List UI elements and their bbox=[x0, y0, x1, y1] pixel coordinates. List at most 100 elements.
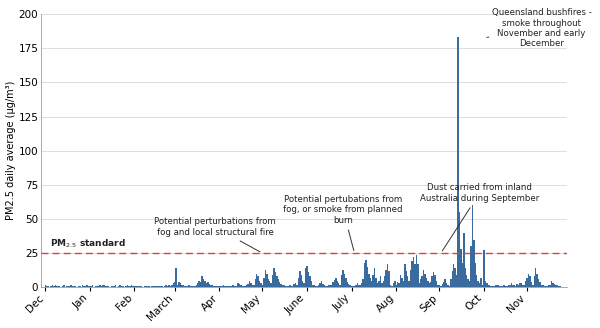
Bar bbox=[416, 255, 417, 287]
Bar bbox=[464, 268, 466, 287]
Bar bbox=[410, 270, 412, 287]
Bar bbox=[481, 278, 482, 287]
Bar bbox=[433, 272, 434, 287]
Bar bbox=[426, 278, 427, 287]
Bar bbox=[521, 283, 522, 287]
Bar bbox=[398, 283, 400, 287]
Bar bbox=[268, 279, 269, 287]
Bar bbox=[250, 283, 251, 287]
Bar bbox=[548, 285, 550, 287]
Y-axis label: PM2.5 daily average (μg/m³): PM2.5 daily average (μg/m³) bbox=[5, 81, 16, 220]
Bar bbox=[190, 286, 191, 287]
Bar bbox=[453, 264, 454, 287]
Bar bbox=[497, 285, 499, 287]
Text: PM$_{2.5}$ standard: PM$_{2.5}$ standard bbox=[50, 237, 125, 250]
Bar bbox=[83, 286, 85, 287]
Bar bbox=[314, 285, 315, 287]
Bar bbox=[220, 286, 221, 287]
Bar bbox=[381, 283, 383, 287]
Bar bbox=[251, 285, 253, 287]
Bar bbox=[384, 277, 385, 287]
Bar bbox=[194, 286, 196, 287]
Bar bbox=[280, 284, 282, 287]
Bar bbox=[401, 278, 403, 287]
Bar bbox=[440, 286, 442, 287]
Bar bbox=[260, 283, 262, 287]
Bar bbox=[361, 283, 362, 287]
Bar bbox=[395, 285, 397, 287]
Bar bbox=[423, 270, 424, 287]
Bar bbox=[541, 285, 542, 287]
Bar bbox=[217, 286, 218, 287]
Bar bbox=[158, 286, 160, 287]
Bar bbox=[552, 283, 554, 287]
Bar bbox=[53, 286, 55, 287]
Bar bbox=[104, 285, 105, 287]
Bar bbox=[323, 285, 325, 287]
Bar bbox=[367, 267, 368, 287]
Bar bbox=[202, 277, 203, 287]
Bar bbox=[111, 286, 112, 287]
Bar bbox=[238, 283, 239, 287]
Bar bbox=[79, 286, 80, 287]
Bar bbox=[263, 278, 265, 287]
Bar bbox=[187, 286, 188, 287]
Bar bbox=[490, 286, 492, 287]
Bar bbox=[502, 286, 503, 287]
Bar bbox=[557, 285, 558, 287]
Bar bbox=[62, 286, 63, 287]
Bar bbox=[145, 286, 146, 287]
Bar bbox=[532, 285, 533, 287]
Bar bbox=[272, 275, 273, 287]
Bar bbox=[312, 285, 314, 287]
Bar bbox=[175, 268, 177, 287]
Bar bbox=[55, 285, 56, 287]
Bar bbox=[305, 268, 307, 287]
Bar bbox=[46, 286, 47, 287]
Bar bbox=[161, 286, 163, 287]
Bar bbox=[503, 285, 505, 287]
Bar bbox=[141, 286, 142, 287]
Bar bbox=[347, 282, 348, 287]
Bar bbox=[122, 286, 124, 287]
Bar bbox=[489, 285, 490, 287]
Bar bbox=[370, 278, 371, 287]
Bar bbox=[337, 280, 338, 287]
Bar bbox=[488, 285, 489, 287]
Bar bbox=[436, 280, 437, 287]
Bar bbox=[308, 272, 309, 287]
Bar bbox=[240, 285, 242, 287]
Bar bbox=[454, 268, 456, 287]
Bar bbox=[406, 271, 407, 287]
Bar bbox=[525, 280, 526, 287]
Bar bbox=[211, 285, 213, 287]
Bar bbox=[299, 271, 301, 287]
Bar bbox=[539, 282, 541, 287]
Bar bbox=[331, 285, 332, 287]
Bar bbox=[472, 205, 473, 287]
Bar bbox=[385, 270, 387, 287]
Bar bbox=[342, 270, 344, 287]
Bar bbox=[253, 285, 254, 287]
Bar bbox=[108, 286, 109, 287]
Bar bbox=[230, 286, 232, 287]
Bar bbox=[196, 285, 197, 287]
Bar bbox=[551, 280, 552, 287]
Bar bbox=[358, 285, 359, 287]
Bar bbox=[469, 280, 470, 287]
Bar bbox=[170, 286, 171, 287]
Bar bbox=[97, 286, 98, 287]
Bar bbox=[368, 274, 370, 287]
Bar bbox=[243, 286, 244, 287]
Bar bbox=[128, 286, 130, 287]
Bar bbox=[85, 286, 86, 287]
Bar bbox=[160, 286, 161, 287]
Bar bbox=[52, 285, 53, 287]
Bar bbox=[315, 286, 316, 287]
Bar bbox=[404, 264, 406, 287]
Bar bbox=[155, 286, 157, 287]
Bar bbox=[59, 286, 61, 287]
Bar bbox=[529, 277, 531, 287]
Bar bbox=[526, 278, 528, 287]
Bar bbox=[452, 271, 453, 287]
